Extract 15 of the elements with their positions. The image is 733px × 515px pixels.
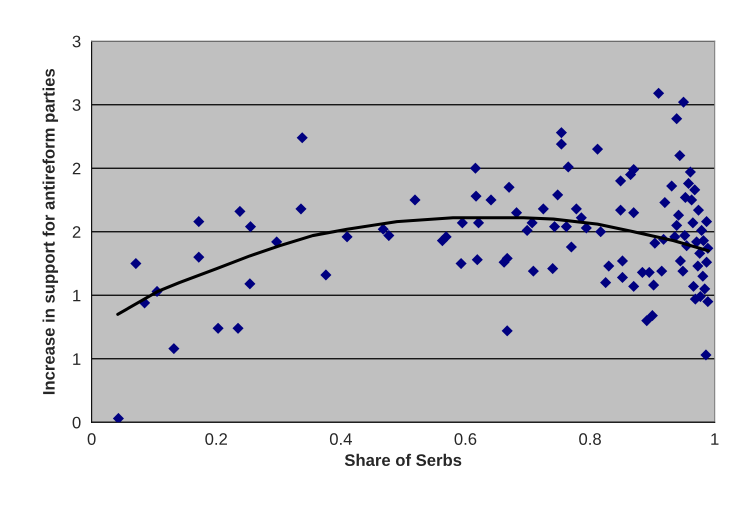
y-tick-label: 2 — [72, 162, 80, 174]
x-tick-label: 0.2 — [205, 433, 227, 445]
y-tick-label: 2 — [72, 226, 80, 238]
x-tick-label: 0.6 — [454, 433, 476, 445]
y-tick-label: 3 — [72, 36, 80, 48]
x-axis-title: Share of Serbs — [344, 454, 462, 466]
y-tick-label: 0 — [72, 416, 81, 429]
x-tick-label: 1 — [711, 433, 718, 445]
y-axis-title: Increase in support for antireform parties — [42, 68, 58, 394]
x-tick-label: 0.4 — [330, 433, 352, 445]
y-tick-label: 1 — [73, 353, 80, 365]
x-tick-label: 0 — [88, 433, 96, 445]
x-tick-label: 0.8 — [579, 433, 601, 445]
y-tick-label: 1 — [73, 290, 80, 302]
y-tick-label: 3 — [72, 99, 80, 111]
